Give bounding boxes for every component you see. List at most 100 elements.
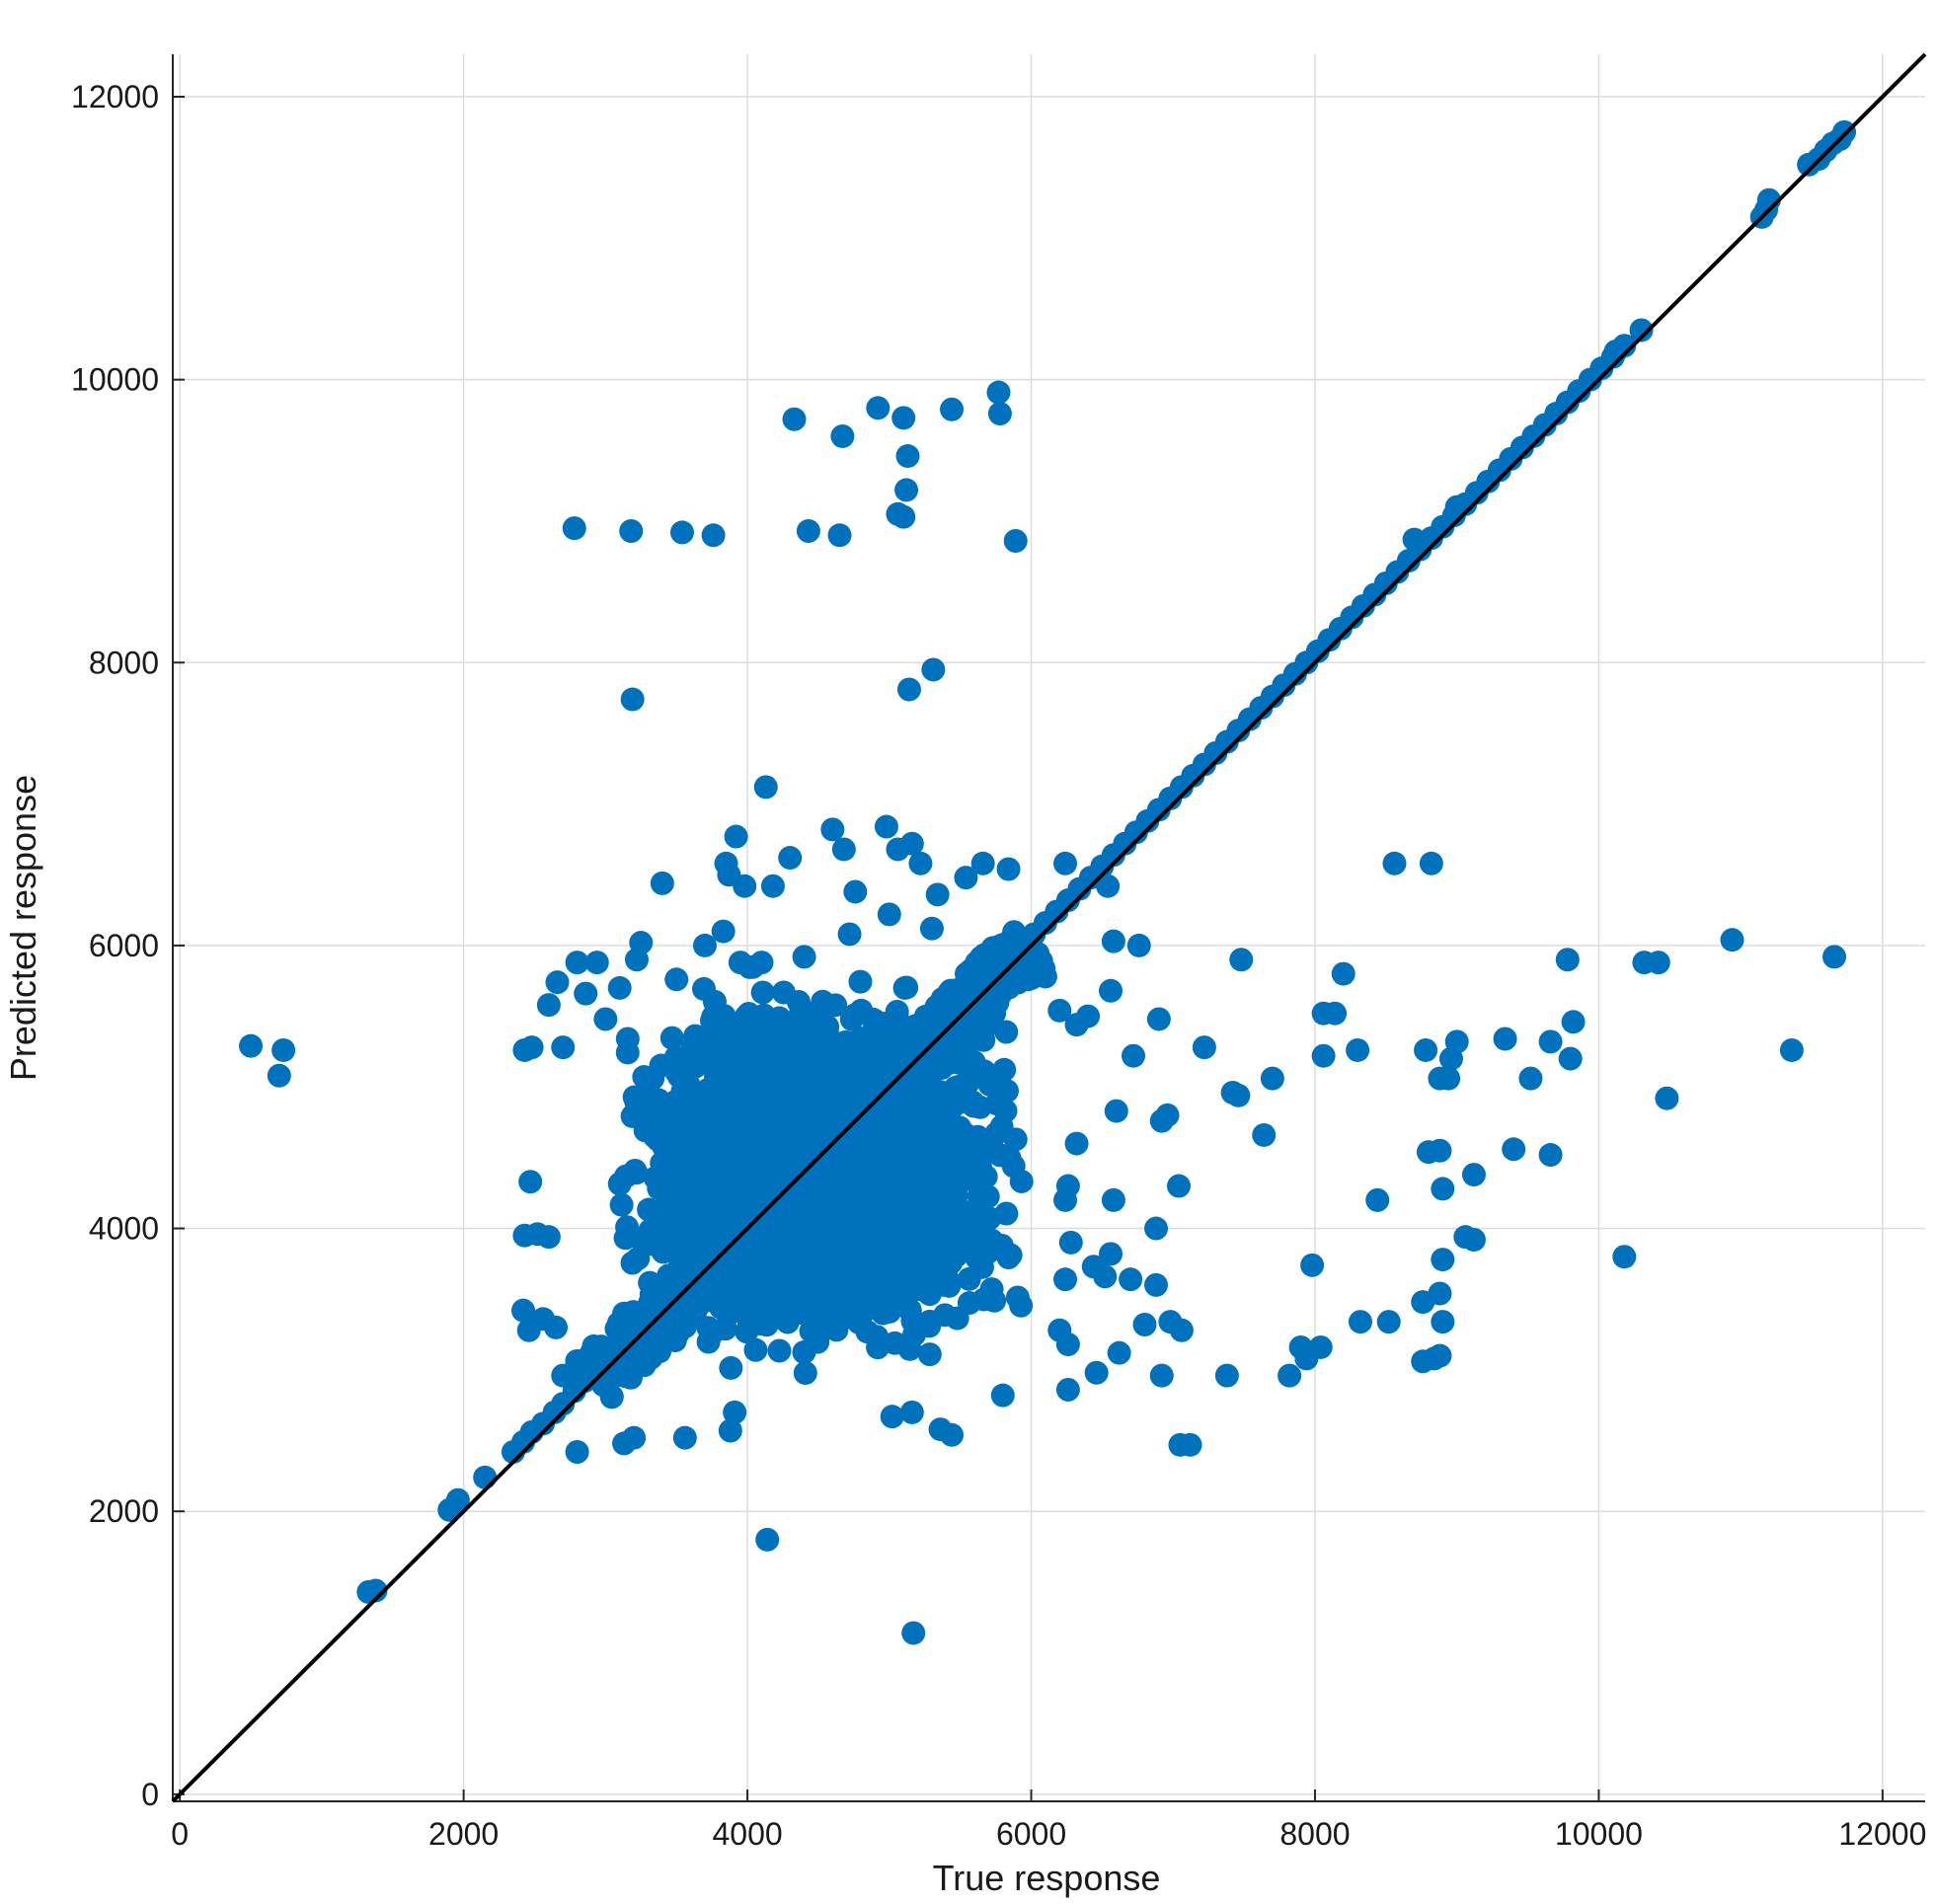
data-point <box>1346 1037 1370 1062</box>
data-point <box>925 882 950 907</box>
data-point <box>676 1072 701 1097</box>
data-point <box>672 1425 697 1450</box>
data-point <box>620 687 645 712</box>
data-point <box>1444 1029 1469 1054</box>
data-point <box>975 1240 1000 1264</box>
data-point <box>894 478 919 502</box>
data-point <box>1047 998 1072 1023</box>
data-point <box>837 922 862 947</box>
data-point <box>1192 1035 1216 1060</box>
data-point <box>792 1340 816 1365</box>
data-point <box>869 1152 893 1177</box>
data-point <box>1431 1177 1455 1201</box>
data-point <box>1300 1253 1325 1277</box>
data-point <box>1431 1310 1455 1334</box>
data-point <box>994 1020 1019 1044</box>
data-point <box>811 989 835 1014</box>
y-tick-label: 2000 <box>89 1493 159 1529</box>
data-point <box>1538 1143 1563 1168</box>
data-point <box>894 975 919 1000</box>
data-point <box>574 981 598 1006</box>
data-point <box>922 1218 947 1243</box>
data-point <box>611 1312 636 1336</box>
data-point <box>780 1303 805 1328</box>
data-point <box>839 1091 864 1115</box>
data-point <box>996 857 1021 881</box>
data-point <box>692 933 717 957</box>
data-point <box>919 916 944 941</box>
data-point <box>1178 1432 1202 1457</box>
data-point <box>662 1200 687 1225</box>
data-point <box>692 1289 717 1314</box>
data-point <box>917 1342 942 1367</box>
data-point <box>992 956 1017 981</box>
data-point <box>1101 1187 1125 1212</box>
data-point <box>827 523 852 548</box>
data-point <box>825 1272 850 1297</box>
data-point <box>840 1184 865 1209</box>
data-point <box>1414 1037 1438 1062</box>
y-axis-label: Predicted response <box>3 775 43 1081</box>
data-point <box>800 1115 824 1140</box>
data-point <box>748 1018 773 1042</box>
data-point <box>271 1037 296 1062</box>
data-point <box>960 1145 984 1170</box>
data-point <box>1348 1310 1372 1334</box>
data-point <box>931 1171 956 1195</box>
data-point <box>931 1251 956 1275</box>
data-point <box>837 1231 862 1256</box>
data-point <box>940 397 965 421</box>
data-point <box>971 1287 996 1312</box>
data-point <box>811 1019 835 1043</box>
data-point <box>977 1206 1002 1231</box>
data-point <box>916 1069 941 1094</box>
data-point <box>848 969 873 994</box>
identity-line-path <box>171 52 1927 1803</box>
data-point <box>642 1336 666 1361</box>
data-point <box>719 1168 743 1192</box>
data-point <box>640 1100 664 1124</box>
data-point <box>1149 1363 1174 1388</box>
data-point <box>622 1425 647 1450</box>
data-point <box>1096 874 1121 898</box>
data-point <box>938 1050 963 1075</box>
data-point <box>783 1203 808 1228</box>
data-point <box>921 657 946 682</box>
y-tick-label: 10000 <box>71 362 159 398</box>
data-point <box>1107 1340 1131 1365</box>
data-point <box>948 1115 972 1140</box>
data-point <box>901 1621 926 1645</box>
data-point <box>866 1289 891 1314</box>
data-point <box>907 1254 932 1278</box>
data-point <box>935 1092 960 1116</box>
data-point <box>748 1042 773 1067</box>
x-tick-label: 8000 <box>1279 1816 1350 1852</box>
data-point <box>923 1112 948 1137</box>
data-point <box>778 1153 803 1178</box>
y-tick-label: 6000 <box>89 928 159 963</box>
data-point <box>1278 1363 1302 1388</box>
data-point <box>712 1032 736 1057</box>
data-point <box>1009 1293 1034 1318</box>
data-point <box>572 1350 596 1375</box>
data-point <box>972 943 997 967</box>
data-point <box>1436 1066 1461 1091</box>
data-point <box>850 1134 875 1159</box>
data-point <box>1119 1267 1143 1292</box>
data-point <box>831 837 856 862</box>
data-point <box>1376 1310 1401 1334</box>
data-point <box>843 879 868 904</box>
data-point <box>239 1033 264 1058</box>
data-point <box>990 1383 1015 1408</box>
data-point <box>971 1059 996 1084</box>
data-point <box>1053 851 1078 876</box>
data-point <box>705 1228 730 1253</box>
data-point <box>872 1263 896 1288</box>
data-point <box>1493 1027 1517 1051</box>
data-point <box>668 1170 693 1194</box>
data-point <box>1311 1043 1336 1068</box>
data-point <box>782 407 807 431</box>
data-point <box>908 851 933 876</box>
data-point <box>739 1231 764 1256</box>
